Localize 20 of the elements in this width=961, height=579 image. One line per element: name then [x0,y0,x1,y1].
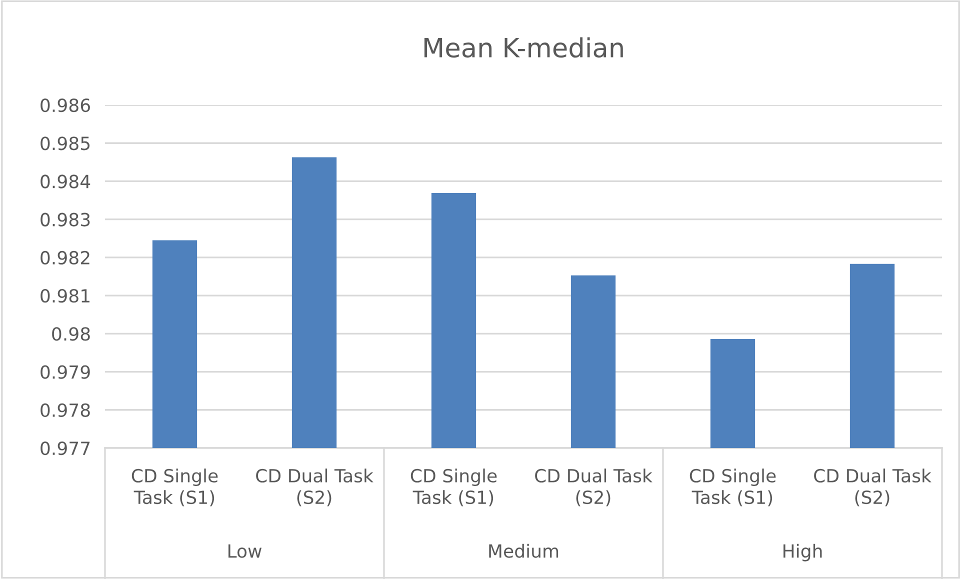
x-tick-label: CD Dual Task (S2) [256,468,374,506]
y-tick-label: 0.98 [52,327,90,341]
y-tick-label: 0.981 [40,289,90,303]
x-tick-label: CD Single Task (S1) [410,468,497,506]
y-tick-label: 0.982 [40,250,90,265]
text: High [784,544,822,562]
y-tick-label: 0.977 [40,441,90,456]
chart-title: Mean K-median [424,37,623,58]
y-tick-label: 0.986 [40,98,90,112]
text: Low [228,544,262,558]
x-tick-label: CD Single Task (S1) [132,468,218,506]
y-tick-label: 0.984 [40,174,90,188]
x-tick-label: CD Dual Task (S2) [814,468,932,506]
y-tick-label: 0.983 [40,212,90,226]
x-tick-label: CD Single Task (S1) [690,468,776,506]
y-tick-label: 0.978 [40,403,90,418]
y-tick-label: 0.979 [40,365,90,379]
y-tick-label: 0.985 [40,136,90,150]
x-tick-label: CD Dual Task (S2) [535,468,652,506]
text: Medium [489,544,558,558]
